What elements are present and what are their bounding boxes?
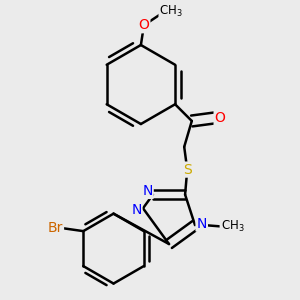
- Text: CH$_3$: CH$_3$: [220, 219, 244, 234]
- Text: O: O: [139, 18, 149, 32]
- Text: O: O: [214, 111, 226, 125]
- Text: Br: Br: [48, 221, 63, 235]
- Text: N: N: [196, 217, 207, 231]
- Text: S: S: [183, 163, 192, 177]
- Text: N: N: [131, 203, 142, 217]
- Text: N: N: [142, 184, 153, 198]
- Text: CH$_3$: CH$_3$: [159, 4, 183, 19]
